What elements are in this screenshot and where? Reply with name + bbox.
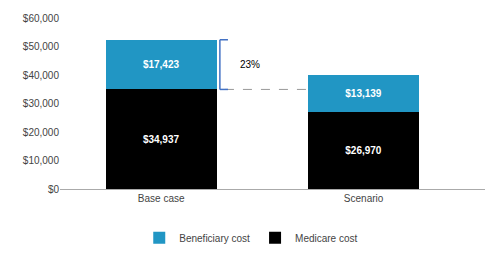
svg-text:Base case: Base case	[138, 193, 185, 204]
svg-text:$30,000: $30,000	[23, 98, 60, 109]
svg-text:Medicare cost: Medicare cost	[295, 233, 357, 244]
svg-text:$50,000: $50,000	[23, 41, 60, 52]
svg-text:$0: $0	[48, 184, 60, 195]
svg-text:$26,970: $26,970	[345, 145, 382, 156]
svg-text:$40,000: $40,000	[23, 70, 60, 81]
svg-text:$60,000: $60,000	[23, 13, 60, 24]
svg-text:23%: 23%	[240, 59, 260, 70]
svg-text:$20,000: $20,000	[23, 127, 60, 138]
svg-text:Beneficiary cost: Beneficiary cost	[179, 233, 250, 244]
svg-text:$13,139: $13,139	[345, 88, 382, 99]
svg-text:$10,000: $10,000	[23, 155, 60, 166]
svg-text:Scenario: Scenario	[344, 193, 384, 204]
svg-text:$17,423: $17,423	[143, 59, 180, 70]
svg-text:$34,937: $34,937	[143, 134, 180, 145]
